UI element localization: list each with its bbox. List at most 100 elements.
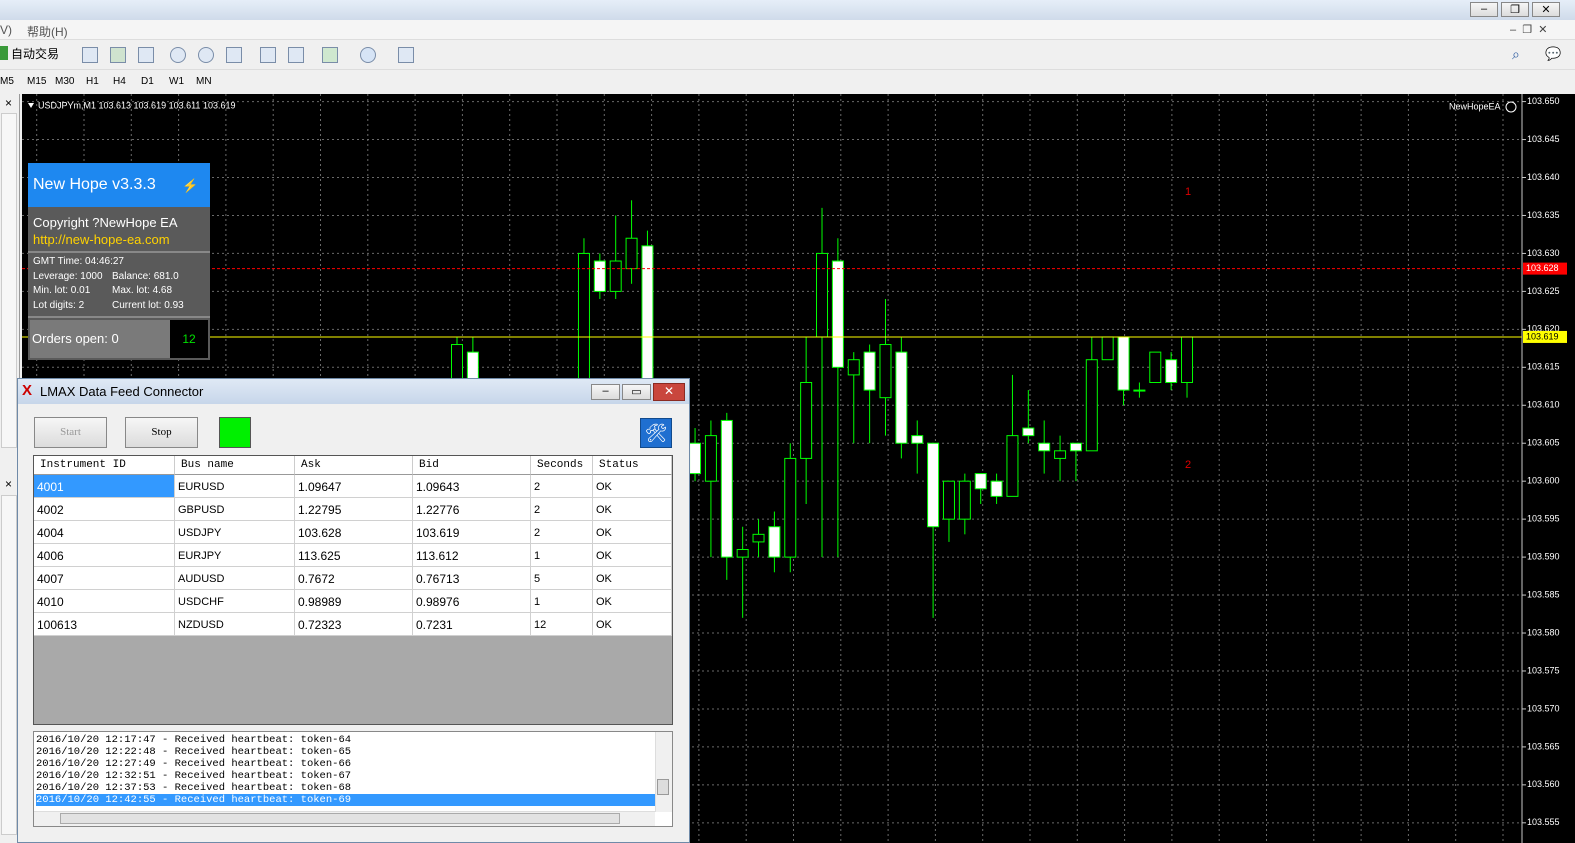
timeframe-button[interactable]: H1	[86, 76, 99, 87]
column-header[interactable]: Instrument ID	[34, 456, 175, 475]
timeframe-button[interactable]: D1	[141, 76, 154, 87]
table-cell[interactable]: 0.7231	[413, 613, 531, 636]
table-cell[interactable]: GBPUSD	[175, 498, 295, 521]
table-cell[interactable]: 0.72323	[295, 613, 413, 636]
candle-chart-icon[interactable]	[110, 47, 126, 63]
shift-icon[interactable]	[288, 47, 304, 63]
table-cell[interactable]: 1	[531, 544, 593, 567]
table-cell[interactable]: 1.22795	[295, 498, 413, 521]
table-cell[interactable]: 4002	[34, 498, 175, 521]
search-icon[interactable]: ⌕	[1512, 46, 1520, 62]
table-cell[interactable]: 5	[531, 567, 593, 590]
bar-chart-icon[interactable]	[82, 47, 98, 63]
log-line[interactable]: 2016/10/20 12:37:53 - Received heartbeat…	[36, 782, 352, 794]
table-cell[interactable]: OK	[593, 521, 672, 544]
table-cell[interactable]: 4006	[34, 544, 175, 567]
table-cell[interactable]: 0.7672	[295, 567, 413, 590]
table-cell[interactable]: OK	[593, 590, 672, 613]
table-cell[interactable]: OK	[593, 613, 672, 636]
zoom-in-icon[interactable]	[170, 47, 186, 63]
log-line[interactable]: 2016/10/20 12:42:55 - Received heartbeat…	[36, 794, 655, 806]
stop-button[interactable]: Stop	[125, 417, 198, 448]
maximize-button[interactable]: ▭	[622, 384, 651, 400]
settings-button[interactable]: 🛠	[640, 418, 672, 448]
periods-icon[interactable]	[360, 47, 376, 63]
table-cell[interactable]: 0.98976	[413, 590, 531, 613]
column-header[interactable]: Seconds	[531, 456, 593, 475]
mdi-buttons[interactable]: – ❐ ✕	[1510, 24, 1548, 36]
table-cell[interactable]: 1	[531, 590, 593, 613]
ea-url[interactable]: http://new-hope-ea.com	[33, 232, 170, 247]
line-chart-icon[interactable]	[138, 47, 154, 63]
close-button[interactable]: ✕	[653, 383, 685, 401]
table-cell[interactable]: 1.09643	[413, 475, 531, 498]
zoom-out-icon[interactable]	[198, 47, 214, 63]
table-cell[interactable]: 2	[531, 498, 593, 521]
restore-button[interactable]: ❐	[1501, 2, 1529, 17]
table-cell[interactable]: 1.22776	[413, 498, 531, 521]
menu-item[interactable]: 帮助(H)	[27, 25, 68, 39]
column-header[interactable]: Ask	[295, 456, 413, 475]
log-line[interactable]: 2016/10/20 12:27:49 - Received heartbeat…	[36, 758, 352, 770]
table-cell[interactable]: USDCHF	[175, 590, 295, 613]
table-cell[interactable]: 12	[531, 613, 593, 636]
timeframe-button[interactable]: M30	[55, 76, 75, 87]
table-cell[interactable]: USDJPY	[175, 521, 295, 544]
log-line[interactable]: 2016/10/20 12:32:51 - Received heartbeat…	[36, 770, 352, 782]
timeframe-button[interactable]: M5	[0, 76, 14, 87]
tile-icon[interactable]	[226, 47, 242, 63]
y-tick-label: 103.590	[1527, 551, 1560, 561]
table-cell[interactable]: 0.98989	[295, 590, 413, 613]
close-icon[interactable]: ×	[5, 96, 13, 110]
table-cell[interactable]: 2	[531, 475, 593, 498]
table-cell[interactable]: OK	[593, 475, 672, 498]
table-cell[interactable]: 4010	[34, 590, 175, 613]
close-button[interactable]: ✕	[1532, 2, 1560, 17]
table-cell[interactable]: EURJPY	[175, 544, 295, 567]
table-cell[interactable]: 103.628	[295, 521, 413, 544]
chat-icon[interactable]: 💬	[1545, 46, 1562, 61]
minimize-button[interactable]: –	[591, 384, 620, 400]
scrollbar[interactable]	[1, 495, 17, 835]
table-cell[interactable]: OK	[593, 567, 672, 590]
minimize-button[interactable]: –	[1470, 2, 1498, 17]
timeframe-button[interactable]: M15	[27, 76, 47, 87]
table-cell[interactable]: 113.612	[413, 544, 531, 567]
auto-trade-button[interactable]: 自动交易	[11, 47, 60, 61]
table-cell[interactable]: 4004	[34, 521, 175, 544]
table-cell[interactable]: AUDUSD	[175, 567, 295, 590]
column-header[interactable]: Bus name	[175, 456, 295, 475]
table-cell[interactable]: 100613	[34, 613, 175, 636]
log-line[interactable]: 2016/10/20 12:17:47 - Received heartbeat…	[36, 734, 352, 746]
table-cell[interactable]: OK	[593, 544, 672, 567]
table-cell[interactable]: 103.619	[413, 521, 531, 544]
templates-icon[interactable]	[398, 47, 414, 63]
scroll-icon[interactable]	[260, 47, 276, 63]
log-line[interactable]: 2016/10/20 12:22:48 - Received heartbeat…	[36, 746, 352, 758]
candle-body	[895, 351, 908, 444]
table-cell[interactable]: 2	[531, 521, 593, 544]
scrollbar[interactable]	[1, 113, 17, 448]
ea-icon: ⚡	[182, 178, 199, 193]
table-cell[interactable]: 1.09647	[295, 475, 413, 498]
column-header[interactable]: Bid	[413, 456, 531, 475]
chart-title: USDJPYm,M1 103.613 103.619 103.611 103.6…	[38, 100, 235, 110]
table-cell[interactable]: NZDUSD	[175, 613, 295, 636]
close-icon[interactable]: ×	[5, 477, 13, 491]
timeframe-button[interactable]: W1	[169, 76, 184, 87]
timeframe-button[interactable]: MN	[196, 76, 212, 87]
log-scrollbar[interactable]	[655, 732, 672, 812]
table-cell[interactable]: 4001	[34, 475, 175, 498]
table-cell[interactable]: 0.76713	[413, 567, 531, 590]
table-cell[interactable]: EURUSD	[175, 475, 295, 498]
start-button[interactable]: Start	[34, 417, 107, 448]
scroll-thumb[interactable]	[657, 779, 669, 795]
timeframe-button[interactable]: H4	[113, 76, 126, 87]
table-cell[interactable]: 113.625	[295, 544, 413, 567]
scroll-thumb[interactable]	[60, 813, 620, 824]
menu-item[interactable]: V)	[0, 23, 12, 37]
table-cell[interactable]: OK	[593, 498, 672, 521]
table-cell[interactable]: 4007	[34, 567, 175, 590]
indicators-icon[interactable]	[322, 47, 338, 63]
column-header[interactable]: Status	[593, 456, 672, 475]
